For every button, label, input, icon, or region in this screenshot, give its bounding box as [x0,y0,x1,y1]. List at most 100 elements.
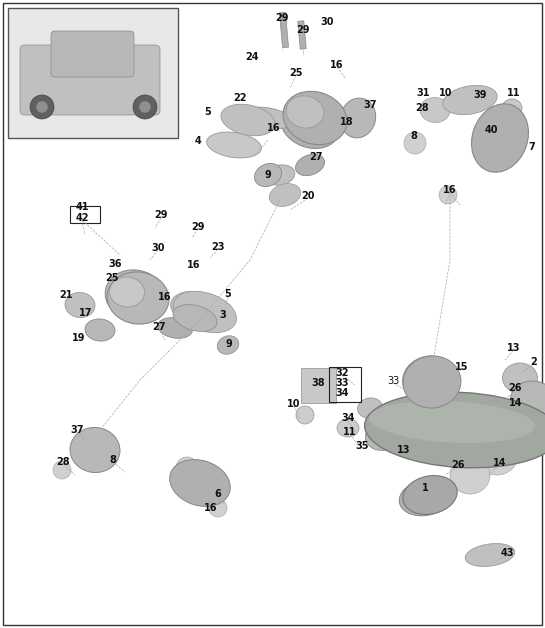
Ellipse shape [472,396,502,424]
Text: 10: 10 [439,88,453,98]
Text: 7: 7 [529,142,535,152]
Text: 17: 17 [79,308,93,318]
Ellipse shape [255,163,282,187]
Text: 34: 34 [341,413,355,423]
Ellipse shape [296,406,314,424]
Text: 15: 15 [455,362,469,372]
Ellipse shape [158,318,192,338]
Ellipse shape [420,97,450,122]
Text: 8: 8 [410,131,417,141]
Text: 14: 14 [509,398,523,408]
Ellipse shape [450,456,490,494]
Text: 13: 13 [507,343,521,353]
Ellipse shape [439,186,457,204]
Ellipse shape [133,95,157,119]
Ellipse shape [222,107,257,129]
FancyBboxPatch shape [51,31,134,77]
Text: 26: 26 [508,383,522,393]
Ellipse shape [173,305,217,332]
Text: 31: 31 [416,88,430,98]
Ellipse shape [207,132,261,158]
Text: 21: 21 [59,290,72,300]
Ellipse shape [399,480,451,516]
Bar [70,206,100,223]
Ellipse shape [85,319,115,341]
Ellipse shape [221,104,275,136]
Ellipse shape [105,270,165,320]
Text: 25: 25 [105,273,119,283]
Ellipse shape [173,291,237,333]
Text: 43: 43 [500,548,514,558]
Ellipse shape [365,392,545,468]
Ellipse shape [443,85,497,114]
Bar [280,13,288,48]
Text: 8: 8 [110,455,117,465]
Ellipse shape [471,104,529,172]
Ellipse shape [171,291,229,328]
Text: 16: 16 [187,260,201,270]
Text: 5: 5 [204,107,211,117]
Bar [298,21,306,49]
Ellipse shape [30,95,54,119]
Ellipse shape [403,475,457,514]
Text: 9: 9 [226,339,232,349]
Ellipse shape [403,356,457,404]
Text: 37: 37 [364,100,377,110]
Ellipse shape [209,499,227,517]
Text: 36: 36 [108,259,122,269]
Ellipse shape [421,481,439,499]
Ellipse shape [286,96,324,128]
Text: 14: 14 [493,458,507,468]
Text: 33: 33 [387,376,399,386]
Ellipse shape [476,435,518,475]
Ellipse shape [369,401,535,443]
Ellipse shape [269,183,301,207]
Text: 3: 3 [220,310,226,320]
Ellipse shape [465,544,515,566]
Text: 16: 16 [443,185,457,195]
Text: 32: 32 [335,368,349,378]
Text: 33: 33 [335,378,349,388]
Ellipse shape [139,101,151,113]
Text: 18: 18 [340,117,354,127]
Ellipse shape [169,460,231,506]
Ellipse shape [65,293,95,318]
Ellipse shape [265,165,295,185]
Text: 23: 23 [211,242,225,252]
Ellipse shape [171,460,229,504]
Text: 30: 30 [320,17,334,27]
Ellipse shape [358,398,383,418]
Text: 11: 11 [343,427,357,437]
Text: 38: 38 [311,378,325,388]
Ellipse shape [365,420,405,450]
Ellipse shape [110,277,144,307]
Ellipse shape [176,457,198,479]
Ellipse shape [70,428,120,472]
Ellipse shape [283,91,347,144]
Bar [8,8,178,138]
Text: 29: 29 [296,25,310,35]
Text: 28: 28 [56,457,70,467]
Text: 26: 26 [451,460,465,470]
Ellipse shape [340,98,376,138]
Text: 16: 16 [330,60,344,70]
FancyBboxPatch shape [20,45,160,115]
Text: 40: 40 [485,125,498,135]
Text: 27: 27 [309,152,323,162]
Text: 27: 27 [152,322,166,332]
Text: 24: 24 [245,52,259,62]
Text: 6: 6 [215,489,221,499]
Ellipse shape [243,107,293,129]
Bar [300,367,336,403]
Text: 10: 10 [287,399,301,409]
Ellipse shape [295,154,324,176]
Ellipse shape [502,99,522,117]
Text: 29: 29 [154,210,168,220]
Text: 4: 4 [195,136,201,146]
Text: 9: 9 [265,170,271,180]
Text: 30: 30 [152,243,165,253]
Ellipse shape [36,101,48,113]
Text: 16: 16 [158,292,172,302]
Text: 28: 28 [415,103,429,113]
Text: 16: 16 [204,503,218,513]
